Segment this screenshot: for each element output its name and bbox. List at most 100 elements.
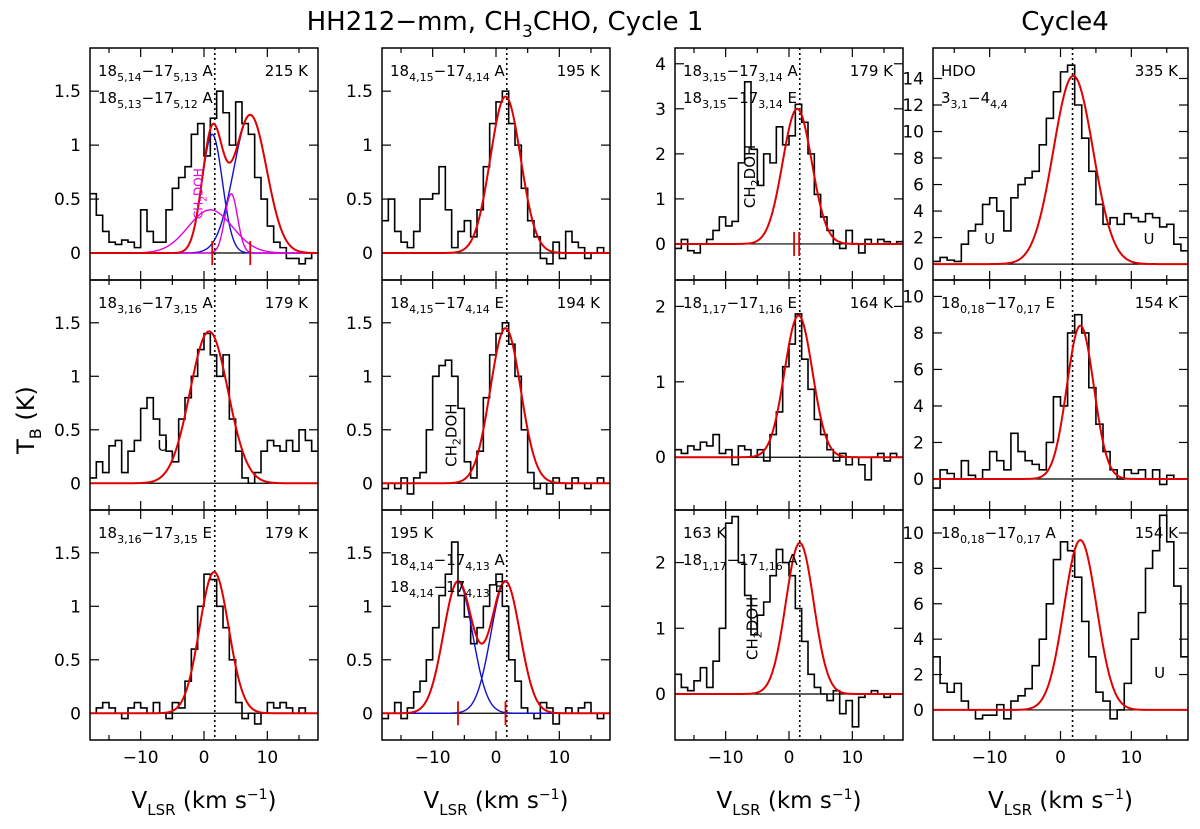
label-part: 4,14 <box>465 71 490 84</box>
label-part: 3,15 <box>702 98 727 111</box>
label-part: −17 <box>142 89 174 107</box>
transition-label: 33,1−44,4 <box>941 89 1008 111</box>
label-part: 1,17 <box>702 303 727 316</box>
label-part: −17 <box>985 294 1017 312</box>
y-tick-label: 0.5 <box>346 651 373 671</box>
label-part: A <box>198 62 214 80</box>
x-axis-label-part: −1 <box>1103 787 1124 803</box>
transition-label: HDO <box>941 62 976 80</box>
figure-title: HH212−mm, CH3CHO, Cycle 1 <box>307 7 704 42</box>
label-part: 0,17 <box>1016 533 1041 546</box>
panel-p14: 0 2 4 6 8 10 12 14 HDO 33,1−44,4 335 K U U <box>902 47 1189 281</box>
gaussian-fit <box>675 541 903 695</box>
panel-p21: 0 0.5 1 1.5 183,16−173,15 A 179 K U <box>54 279 319 511</box>
transition-label: 185,14−175,13 A <box>98 62 214 84</box>
gaussian-fit <box>382 579 610 715</box>
label-part: 4,15 <box>409 71 434 84</box>
x-axis-label: VLSR (km s−1) <box>132 787 277 819</box>
y-tick-label: 1.5 <box>346 82 373 102</box>
label-part: 4,4 <box>990 98 1008 111</box>
y-tick-label: 1 <box>362 136 373 156</box>
label-part: 18 <box>941 524 960 542</box>
x-axis-label-part: −1 <box>539 787 560 803</box>
y-tick-label: 0 <box>655 448 666 468</box>
x-tick-label: −10 <box>708 748 744 768</box>
annotation-part: 2 <box>751 631 764 638</box>
transition-label: 195 K <box>390 524 434 542</box>
label-part: A <box>198 294 214 312</box>
label-part: 18 <box>98 524 117 542</box>
y-tick-label: 0.5 <box>346 421 373 441</box>
label-part: −17 <box>142 62 174 80</box>
y-tick-label: 10 <box>902 524 924 544</box>
transition-label: 183,16−173,15 E <box>98 524 212 546</box>
molecule-annotation: CH2DOH <box>192 168 210 219</box>
label-part: −17 <box>727 89 759 107</box>
label-part: E <box>783 89 797 107</box>
label-part: 18 <box>98 62 117 80</box>
label-part: E <box>783 294 797 312</box>
y-tick-label: 1.5 <box>54 314 81 334</box>
gaussian-fit <box>90 113 319 255</box>
spectrum-histogram <box>933 313 1188 489</box>
y-tick-label: 1 <box>362 367 373 387</box>
y-tick-label: 4 <box>913 202 924 222</box>
label-part: 4,14 <box>409 560 434 573</box>
label-part: 18 <box>98 294 117 312</box>
y-tick-label: 6 <box>913 595 924 615</box>
x-axis-label-part: LSR <box>439 801 467 819</box>
transition-label: 180,18−170,17 A <box>941 524 1057 546</box>
label-part: 5,12 <box>173 98 198 111</box>
x-axis-label-part: LSR <box>732 801 760 819</box>
y-tick-label: 0.5 <box>346 190 373 210</box>
temperature-label: 154 K <box>1135 524 1179 542</box>
x-axis-label-part: ) <box>853 788 862 814</box>
label-part: 18 <box>683 551 702 569</box>
spectrum-histogram <box>675 80 903 254</box>
label-part: 5,13 <box>117 98 142 111</box>
spectrum-histogram <box>90 573 318 725</box>
label-part: 1,16 <box>758 560 783 573</box>
x-axis-label: VLSR (km s−1) <box>988 787 1133 819</box>
x-tick-label: 10 <box>257 748 279 768</box>
label-part: HDO <box>941 62 976 80</box>
label-part: 3,14 <box>758 71 783 84</box>
y-tick-label: 1.5 <box>54 82 81 102</box>
label-part: 5,13 <box>173 71 198 84</box>
unidentified-annotation: U <box>1154 664 1165 682</box>
label-part: 3,15 <box>173 533 198 546</box>
x-tick-label: −10 <box>415 748 451 768</box>
y-tick-label: 4 <box>913 397 924 417</box>
gaussian-fit <box>675 107 903 245</box>
y-tick-label: 1 <box>70 136 81 156</box>
label-part: A <box>490 551 506 569</box>
temperature-label: 164 K <box>850 294 894 312</box>
label-part: A <box>490 62 506 80</box>
y-tick-label: 1 <box>70 597 81 617</box>
spectrum-histogram <box>382 90 610 265</box>
x-axis-label-part: (km s <box>761 788 832 814</box>
x-axis-label-part: −1 <box>832 787 853 803</box>
y-tick-label: 10 <box>902 287 924 307</box>
label-part: 0,18 <box>960 533 985 546</box>
y-tick-label: 14 <box>902 69 924 89</box>
y-tick-label: 0 <box>655 235 666 255</box>
gaussian-fit <box>382 327 610 485</box>
panel-p12: 0 0.5 1 1.5 184,15−174,14 A 195 K <box>346 47 611 281</box>
molecule-annotation: CH2DOH <box>741 145 762 208</box>
annotation-part: CH <box>743 638 761 660</box>
label-part: 4,13 <box>465 560 490 573</box>
annotation-part: DOH <box>192 168 206 196</box>
label-part: 3,1 <box>951 98 969 111</box>
gaussian-fit <box>382 95 610 255</box>
label-part: 0,17 <box>1016 303 1041 316</box>
gaussian-fit <box>90 330 318 485</box>
spectrum-histogram <box>675 515 903 728</box>
gaussian-fit <box>933 74 1188 266</box>
transition-label: 185,13−175,12 A <box>98 89 214 111</box>
y-tick-label: 4 <box>655 55 666 75</box>
label-part: 3,15 <box>702 71 727 84</box>
